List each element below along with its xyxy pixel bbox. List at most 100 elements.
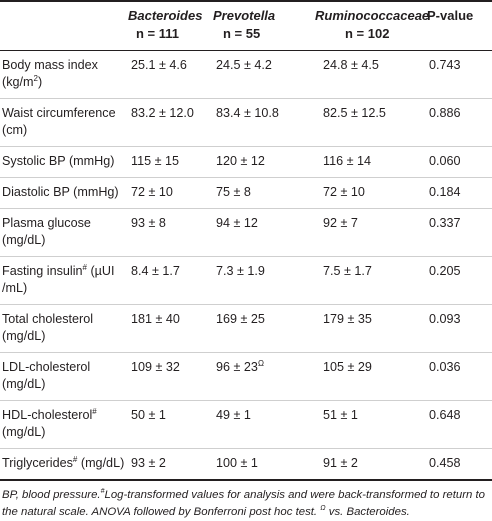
cell-ruminococcaceae: 91 ± 2 — [323, 456, 358, 470]
footnote-part3: vs. Bacteroides. — [325, 506, 410, 518]
cell-bacteroides: 115 ± 15 — [131, 154, 179, 168]
row-label-text: Total cholesterol (mg/dL) — [2, 312, 94, 343]
cell-bacteroides: 8.4 ± 1.7 — [131, 264, 180, 278]
cell-pvalue: 0.184 — [429, 185, 461, 199]
row-label: Triglycerides# (mg/dL) — [0, 449, 128, 481]
cell-bacteroides: 50 ± 1 — [131, 408, 166, 422]
cell-prevotella: 120 ± 12 — [213, 147, 315, 178]
footnote-sup1: # — [100, 488, 105, 496]
header-bacteroides: Bacteroides n = 111 — [128, 1, 213, 51]
cell-ruminococcaceae: 105 ± 29 — [323, 360, 372, 374]
table-row: Plasma glucose (mg/dL) 93 ± 8 94 ± 12 92 ± … — [0, 209, 492, 257]
header-row: Bacteroides n = 111 Prevotella n = 55 Ru… — [0, 1, 492, 51]
cell-ruminococcaceae: 24.8 ± 4.5 — [323, 58, 379, 72]
cell-bacteroides: 109 ± 32 — [131, 360, 180, 374]
row-label: Body mass index (kg/m2) — [0, 51, 128, 99]
table-footnote: BP, blood pressure.#Log-transformed valu… — [0, 481, 492, 521]
cell-ruminococcaceae: 179 ± 35 — [323, 312, 372, 326]
cell-prevotella-value: 120 ± 12 — [216, 154, 265, 168]
header-label-blank — [0, 1, 128, 51]
footnote-genus: Bacteroides — [346, 506, 407, 518]
row-label-text: Systolic BP (mmHg) — [2, 154, 115, 168]
cell-ruminococcaceae: 116 ± 14 — [323, 154, 371, 168]
row-label-text: Waist circumference (cm) — [2, 106, 116, 137]
cell-pvalue: 0.743 — [429, 58, 461, 72]
row-label-text: Triglycerides — [2, 456, 73, 470]
row-label-text: Diastolic BP (mmHg) — [2, 185, 119, 199]
row-label-sup: 2 — [33, 73, 38, 83]
cell-prevotella-sup: Ω — [257, 358, 264, 368]
header-prevotella: Prevotella n = 55 — [213, 1, 315, 51]
row-label-text: HDL-cholesterol — [2, 408, 93, 422]
row-label: Diastolic BP (mmHg) — [0, 178, 128, 209]
cell-prevotella-value: 49 ± 1 — [216, 408, 251, 422]
cell-pvalue: 0.886 — [429, 106, 461, 120]
table-row: Fasting insulin# (µUI /mL) 8.4 ± 1.7 7.3 ±… — [0, 257, 492, 305]
cell-ruminococcaceae: 72 ± 10 — [323, 185, 365, 199]
cell-prevotella: 96 ± 23Ω — [213, 353, 315, 401]
footnote-sup2: Ω — [320, 505, 326, 513]
cell-pvalue: 0.205 — [429, 264, 461, 278]
cell-prevotella: 169 ± 25 — [213, 305, 315, 353]
cell-prevotella-value: 83.4 ± 10.8 — [216, 106, 279, 120]
row-label: LDL-cholesterol (mg/dL) — [0, 353, 128, 401]
cell-prevotella-value: 7.3 ± 1.9 — [216, 264, 265, 278]
table-row: Diastolic BP (mmHg) 72 ± 10 75 ± 8 72 ± 10 0… — [0, 178, 492, 209]
table-row: Body mass index (kg/m2) 25.1 ± 4.6 24.5 ± … — [0, 51, 492, 99]
row-label-after: (µUI /mL) — [2, 264, 115, 295]
row-label-after: (mg/dL) — [77, 456, 125, 470]
row-label-text: Fasting insulin — [2, 264, 83, 278]
cell-ruminococcaceae: 51 ± 1 — [323, 408, 358, 422]
cell-bacteroides: 72 ± 10 — [131, 185, 173, 199]
cell-prevotella: 49 ± 1 — [213, 401, 315, 449]
cell-bacteroides: 93 ± 8 — [131, 216, 166, 230]
group-name: Ruminococcaceae — [315, 8, 430, 23]
row-label: Plasma glucose (mg/dL) — [0, 209, 128, 257]
table-row: Systolic BP (mmHg) 115 ± 15 120 ± 12 116 ± … — [0, 147, 492, 178]
row-label: Systolic BP (mmHg) — [0, 147, 128, 178]
row-label-after: (mg/dL) — [2, 425, 46, 439]
cell-bacteroides: 181 ± 40 — [131, 312, 180, 326]
cell-pvalue: 0.648 — [429, 408, 461, 422]
header-pvalue: P-value — [427, 8, 474, 23]
table-row: Triglycerides# (mg/dL) 93 ± 2 100 ± 1 91 ± … — [0, 449, 492, 481]
table-row: HDL-cholesterol# (mg/dL) 50 ± 1 49 ± 1 51 ±… — [0, 401, 492, 449]
row-label: HDL-cholesterol# (mg/dL) — [0, 401, 128, 449]
group-name: Prevotella — [213, 8, 276, 23]
cell-prevotella: 100 ± 1 — [213, 449, 315, 481]
cell-prevotella: 7.3 ± 1.9 — [213, 257, 315, 305]
cell-bacteroides: 83.2 ± 12.0 — [131, 106, 194, 120]
cell-pvalue: 0.036 — [429, 360, 461, 374]
row-label: Waist circumference (cm) — [0, 99, 128, 147]
table-row: Total cholesterol (mg/dL) 181 ± 40 169 ± 2… — [0, 305, 492, 353]
cell-prevotella-value: 169 ± 25 — [216, 312, 265, 326]
cell-pvalue: 0.093 — [429, 312, 461, 326]
row-label-text: Plasma glucose (mg/dL) — [2, 216, 91, 247]
row-label-text: LDL-cholesterol (mg/dL) — [2, 360, 91, 391]
header-ruminococcaceae: Ruminococcaceae n = 102 — [315, 1, 430, 51]
table-row: LDL-cholesterol (mg/dL) 109 ± 32 96 ± 23Ω 1… — [0, 353, 492, 401]
cell-pvalue: 0.060 — [429, 154, 461, 168]
cell-pvalue: 0.337 — [429, 216, 461, 230]
row-label-after: ) — [37, 75, 43, 89]
cell-bacteroides: 25.1 ± 4.6 — [131, 58, 187, 72]
row-label-sup: # — [82, 262, 87, 272]
footnote-part1: BP, blood pressure. — [2, 489, 101, 501]
cell-prevotella-value: 100 ± 1 — [216, 456, 258, 470]
cell-prevotella: 24.5 ± 4.2 — [213, 51, 315, 99]
footnote-part2: Log-transformed values for analysis and … — [2, 489, 485, 518]
results-table: Bacteroides n = 111 Prevotella n = 55 Ru… — [0, 1, 492, 481]
group-name: Bacteroides — [128, 8, 203, 23]
cell-ruminococcaceae: 92 ± 7 — [323, 216, 358, 230]
cell-prevotella: 94 ± 12 — [213, 209, 315, 257]
table-row: Waist circumference (cm) 83.2 ± 12.0 83.4 … — [0, 99, 492, 147]
cell-prevotella-value: 96 ± 23 — [216, 360, 258, 374]
cell-prevotella-value: 94 ± 12 — [216, 216, 258, 230]
group-n: n = 55 — [223, 26, 261, 41]
cell-prevotella-value: 75 ± 8 — [216, 185, 251, 199]
cell-prevotella: 83.4 ± 10.8 — [213, 99, 315, 147]
cell-prevotella: 75 ± 8 — [213, 178, 315, 209]
cell-pvalue: 0.458 — [429, 456, 461, 470]
cell-ruminococcaceae: 82.5 ± 12.5 — [323, 106, 386, 120]
